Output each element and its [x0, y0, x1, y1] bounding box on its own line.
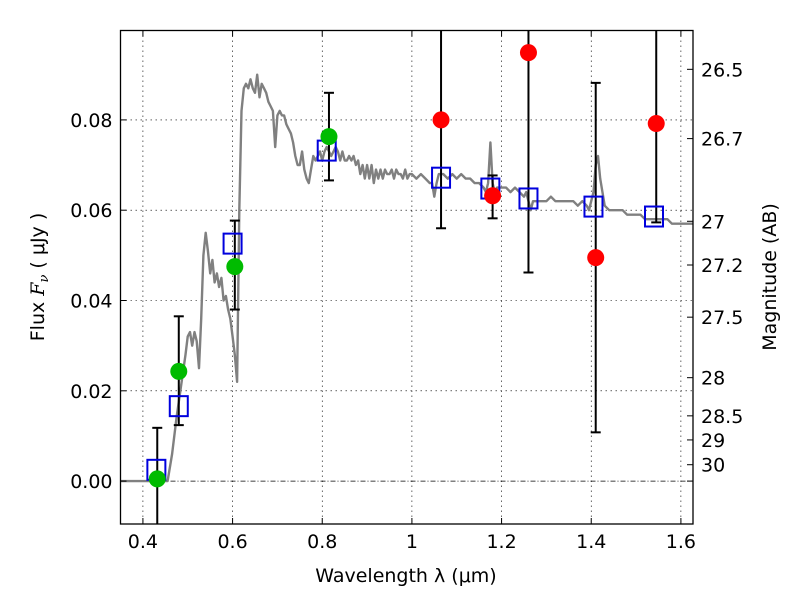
y-tick-label: 0.04 — [70, 291, 112, 313]
y-axis-left: 0.00 0.02 0.04 0.06 0.08 — [70, 110, 127, 493]
observed-point-red — [647, 115, 665, 133]
observed-photometry-layer — [148, 44, 665, 488]
x-tick-label: 1.2 — [486, 531, 516, 553]
observed-point-red — [432, 111, 450, 129]
synthetic-photometry-square — [643, 205, 664, 228]
observed-point-green — [320, 128, 338, 146]
x-tick-label: 0.4 — [128, 531, 158, 553]
x-axis: 0.4 0.6 0.8 1 1.2 1.4 1.6 — [128, 30, 696, 553]
y-axis-label-subscript: ν — [37, 275, 52, 283]
observed-point-green — [170, 362, 188, 380]
y2-tick-label: 26.5 — [701, 59, 743, 81]
x-tick-label: 1.6 — [666, 531, 696, 553]
x-axis-label: Wavelength λ (μm) — [315, 565, 496, 587]
synthetic-photometry-square — [168, 395, 189, 418]
x-tick-label: 0.8 — [307, 531, 337, 553]
synthetic-photometry-square — [518, 187, 539, 210]
synthetic-photometry-square — [583, 195, 604, 218]
x-tick-label: 1.4 — [576, 531, 606, 553]
observed-point-red — [519, 44, 537, 62]
y2-tick-label: 28 — [701, 368, 725, 390]
observed-point-red — [587, 249, 605, 267]
y-tick-label: 0.08 — [70, 110, 112, 132]
y2-tick-label: 29 — [701, 430, 725, 452]
y-axis-label-prefix: Flux — [27, 296, 49, 342]
x-tick-label: 0.6 — [217, 531, 247, 553]
grid — [120, 30, 693, 524]
y-axis-label-suffix: ( μJy ) — [27, 213, 49, 275]
model-spectrum-layer — [121, 73, 693, 483]
y-tick-label: 0.06 — [70, 200, 112, 222]
y2-tick-label: 26.7 — [701, 129, 743, 151]
synthetic-photometry-square — [222, 232, 243, 255]
y-tick-label: 0.02 — [70, 381, 112, 403]
y2-tick-label: 28.5 — [701, 406, 743, 428]
observed-point-red — [484, 187, 502, 205]
y-tick-label: 0.00 — [70, 471, 112, 493]
y2-tick-label: 30 — [701, 455, 725, 477]
model-spectrum-line — [121, 73, 693, 483]
y2-tick-label: 27.5 — [701, 307, 743, 329]
y-axis-label: Flux Fν ( μJy ) — [27, 213, 52, 342]
y2-tick-label: 27.2 — [701, 255, 743, 277]
synthetic-photometry-layer — [146, 139, 664, 481]
observed-point-green — [226, 258, 244, 276]
plot-frame — [119, 29, 694, 525]
y-axis-right: 26.5 26.7 27 27.2 27.5 28 28.529 30 — [687, 59, 743, 482]
observed-point-green — [148, 470, 166, 488]
y2-axis-label: Magnitude (AB) — [759, 203, 781, 351]
x-tick-label: 1 — [406, 531, 418, 553]
synthetic-photometry-square — [431, 166, 452, 189]
y-axis-label-symbol: F — [27, 282, 49, 297]
y2-tick-label: 27 — [701, 211, 725, 233]
